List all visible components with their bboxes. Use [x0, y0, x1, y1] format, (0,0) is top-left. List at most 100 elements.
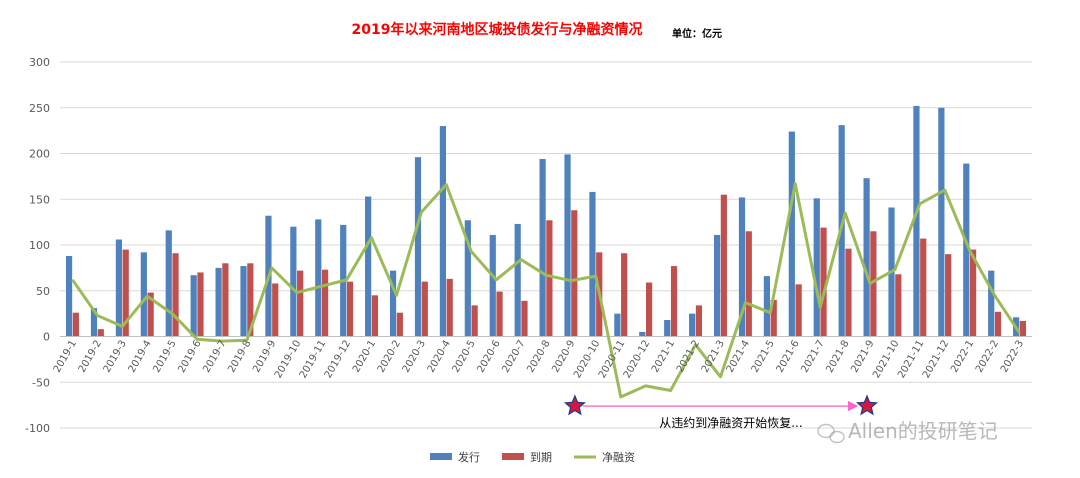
star-icon — [856, 394, 878, 416]
bar-maturity — [621, 253, 628, 337]
bar-maturity — [272, 283, 279, 337]
watermark-text: Allen的投研笔记 — [848, 419, 998, 443]
bar-maturity — [720, 194, 727, 337]
y-tick-label: 150 — [29, 193, 50, 206]
bar-maturity — [994, 311, 1002, 337]
x-tick-label: 2019-2 — [77, 339, 104, 375]
bar-maturity — [496, 291, 503, 337]
bar-maturity — [770, 299, 777, 337]
bar-issuance — [190, 275, 197, 337]
bar-maturity — [446, 278, 453, 337]
x-tick-label: 2019-5 — [152, 339, 179, 375]
bar-issuance — [165, 230, 172, 337]
x-tick-label: 2019-1 — [52, 339, 79, 375]
x-tick-label: 2020-1 — [351, 339, 378, 375]
bar-maturity — [969, 249, 977, 337]
x-tick-label: 2021-6 — [775, 339, 802, 375]
y-axis-ticks: -100 -50 0 50 100 150 200 250 300 — [25, 56, 50, 435]
bar-issuance — [414, 157, 422, 337]
bar-maturity — [346, 281, 354, 337]
bar-maturity — [247, 263, 254, 337]
legend-label: 发行 — [458, 450, 480, 464]
bar-maturity — [945, 254, 952, 337]
x-tick-label: 2021-8 — [824, 339, 851, 375]
wechat-icon-bubble — [829, 430, 845, 444]
bar-maturity — [471, 305, 478, 337]
bar-issuance — [639, 331, 646, 337]
chart-title: 2019年以来河南地区城投债发行与净融资情况 — [352, 21, 643, 38]
bar-issuance — [315, 219, 322, 337]
y-tick-label: -100 — [25, 422, 50, 435]
x-tick-label: 2020-8 — [525, 339, 552, 375]
bar-maturity — [745, 231, 752, 337]
bar-issuance — [240, 266, 247, 337]
x-tick-label: 2019-3 — [102, 339, 129, 375]
bar-maturity — [645, 282, 653, 337]
bar-issuance — [115, 239, 123, 337]
x-axis-ticks: 2019-12019-22019-32019-42019-52019-62019… — [52, 338, 1026, 380]
bar-maturity — [197, 272, 204, 337]
x-tick-label: 2022-1 — [949, 339, 976, 375]
x-tick-label: 2019-4 — [127, 339, 154, 375]
legend-swatch — [502, 453, 524, 460]
y-tick-label: 300 — [29, 56, 50, 69]
bar-maturity — [895, 274, 902, 337]
bar-maturity — [72, 312, 79, 337]
bar-maturity — [97, 329, 104, 337]
annotation-text: 从违约到净融资开始恢复... — [659, 415, 802, 430]
bar-issuance — [863, 178, 870, 337]
y-tick-label: -50 — [32, 376, 50, 389]
x-tick-label: 2020-5 — [451, 339, 478, 375]
x-tick-label: 2020-6 — [476, 338, 503, 374]
bar-issuance — [290, 226, 297, 337]
bar-issuance — [589, 191, 596, 337]
x-tick-label: 2021-7 — [800, 339, 827, 375]
bar-issuance — [763, 276, 771, 337]
wechat-icon — [817, 423, 835, 439]
bar-maturity — [147, 292, 154, 337]
bars — [65, 105, 1027, 337]
bar-maturity — [297, 270, 304, 337]
legend-label: 净融资 — [602, 450, 635, 464]
bar-maturity — [122, 249, 129, 337]
bar-issuance — [689, 313, 696, 337]
y-tick-label: 0 — [43, 331, 50, 344]
legend-swatch — [430, 453, 452, 460]
bar-issuance — [90, 308, 98, 337]
annotation: 从违约到净融资开始恢复... — [563, 394, 878, 430]
bar-issuance — [539, 158, 546, 337]
bar-maturity — [670, 266, 678, 337]
bar-issuance — [365, 196, 372, 337]
bar-issuance — [389, 270, 397, 337]
y-tick-label: 50 — [36, 285, 50, 298]
watermark: Allen的投研笔记 — [817, 419, 998, 444]
bar-issuance — [664, 320, 671, 337]
bar-issuance — [140, 252, 147, 337]
y-tick-label: 100 — [29, 239, 50, 252]
bar-issuance — [564, 154, 571, 337]
x-tick-label: 2020-9 — [550, 339, 577, 375]
x-tick-label: 2021-9 — [849, 339, 876, 375]
bar-issuance — [464, 220, 471, 337]
bar-issuance — [614, 313, 621, 337]
bar-maturity — [795, 284, 802, 337]
bar-maturity — [920, 238, 927, 337]
bar-maturity — [521, 300, 528, 337]
bar-maturity — [1019, 320, 1027, 337]
x-tick-label: 2019-7 — [201, 339, 228, 375]
x-tick-label: 2021-5 — [750, 339, 777, 375]
bar-issuance — [489, 234, 496, 337]
x-tick-label: 2022-2 — [974, 339, 1001, 375]
bar-maturity — [222, 263, 229, 337]
y-tick-label: 200 — [29, 148, 50, 161]
bar-maturity — [870, 231, 877, 337]
bar-maturity — [695, 305, 703, 337]
bar-maturity — [421, 281, 428, 337]
bar-maturity — [845, 248, 852, 337]
x-tick-label: 2020-4 — [426, 339, 453, 375]
bar-issuance — [514, 223, 521, 337]
bar-issuance — [439, 126, 447, 337]
bar-issuance — [913, 105, 920, 337]
